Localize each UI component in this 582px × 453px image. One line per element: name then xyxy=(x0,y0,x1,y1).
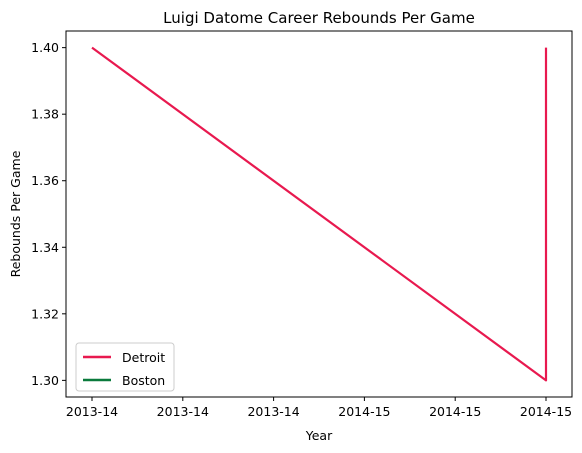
legend-label-detroit: Detroit xyxy=(122,350,165,365)
chart-title: Luigi Datome Career Rebounds Per Game xyxy=(163,9,475,27)
y-axis-title: Rebounds Per Game xyxy=(8,150,23,277)
x-tick-label: 2014-15 xyxy=(338,404,390,419)
x-tick-label: 2013-14 xyxy=(66,404,118,419)
x-tick-label: 2014-15 xyxy=(429,404,481,419)
y-axis: 1.30 1.32 1.34 1.36 1.38 1.40 xyxy=(31,40,66,388)
y-tick-label: 1.36 xyxy=(31,173,59,188)
x-axis: 2013-14 2013-14 2013-14 2014-15 2014-15 2014-… xyxy=(66,397,572,419)
y-tick-label: 1.38 xyxy=(31,107,59,122)
plot-frame xyxy=(65,30,573,398)
x-axis-title: Year xyxy=(305,428,333,443)
y-tick-label: 1.30 xyxy=(31,373,59,388)
series-layer xyxy=(91,46,548,382)
y-tick-label: 1.34 xyxy=(31,240,59,255)
x-tick-label: 2013-14 xyxy=(157,404,209,419)
y-tick-label: 1.32 xyxy=(31,306,59,321)
x-tick-label: 2013-14 xyxy=(247,404,299,419)
series-line-detroit xyxy=(91,46,548,382)
legend-label-boston: Boston xyxy=(122,373,165,388)
y-tick-label: 1.40 xyxy=(31,40,59,55)
legend: Detroit Boston xyxy=(75,342,175,392)
x-tick-label: 2014-15 xyxy=(520,404,572,419)
